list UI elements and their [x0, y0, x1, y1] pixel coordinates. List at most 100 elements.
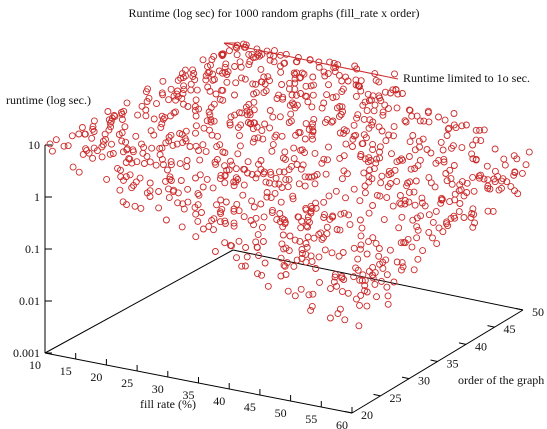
- data-point: [187, 80, 195, 88]
- data-point: [183, 163, 191, 170]
- data-point: [489, 207, 497, 215]
- data-point: [219, 96, 227, 104]
- data-point: [210, 215, 218, 223]
- data-point: [411, 146, 419, 154]
- data-point: [206, 87, 214, 95]
- data-point: [208, 131, 216, 139]
- data-point: [450, 162, 458, 169]
- data-point: [259, 238, 267, 245]
- annotation-arrow: [223, 42, 399, 80]
- data-point: [455, 208, 463, 216]
- data-point: [468, 210, 476, 217]
- data-point: [290, 69, 298, 77]
- data-point: [130, 181, 137, 189]
- data-point: [68, 132, 76, 140]
- data-point: [203, 175, 211, 183]
- data-point: [287, 117, 295, 125]
- data-point: [304, 233, 312, 241]
- data-point: [146, 193, 154, 200]
- data-point: [309, 91, 317, 99]
- data-point: [250, 90, 258, 98]
- data-point: [360, 169, 368, 177]
- data-point: [372, 239, 380, 247]
- data-point: [237, 121, 245, 129]
- data-point: [390, 278, 398, 286]
- data-point: [257, 65, 265, 73]
- data-point: [279, 231, 287, 239]
- data-point: [302, 240, 310, 247]
- data-point: [352, 92, 360, 100]
- data-point: [299, 161, 307, 169]
- data-point: [285, 166, 293, 174]
- data-point: [215, 67, 223, 75]
- data-point: [315, 63, 323, 71]
- data-point: [437, 199, 445, 207]
- data-point: [216, 141, 224, 149]
- data-point: [155, 188, 163, 195]
- data-point: [234, 176, 242, 183]
- data-point: [167, 158, 175, 166]
- data-point: [413, 234, 421, 242]
- data-point: [52, 136, 60, 144]
- data-point: [207, 104, 215, 112]
- data-point: [413, 112, 421, 120]
- y-ticks: 20 25 30 35 40 45 50: [344, 305, 544, 422]
- data-point: [221, 63, 229, 71]
- data-point: [302, 204, 310, 212]
- data-point: [404, 179, 412, 187]
- x-tick-label: 10: [29, 358, 41, 372]
- data-point: [253, 123, 261, 131]
- x-tick-label: 35: [183, 388, 195, 402]
- data-point: [510, 171, 518, 179]
- data-point: [193, 86, 201, 94]
- data-point: [167, 177, 175, 184]
- data-point: [202, 148, 210, 156]
- data-point: [390, 132, 397, 140]
- data-point: [272, 174, 280, 182]
- data-point: [356, 216, 364, 224]
- data-point: [357, 291, 365, 299]
- data-point: [318, 159, 326, 167]
- data-point: [469, 155, 477, 163]
- data-point: [379, 111, 387, 119]
- data-point: [307, 306, 315, 314]
- x-tick-label: 15: [60, 364, 72, 378]
- data-point: [379, 108, 387, 116]
- data-point: [167, 161, 175, 169]
- data-point: [306, 56, 314, 64]
- data-point: [346, 221, 354, 229]
- data-point: [273, 95, 281, 102]
- data-point: [357, 241, 365, 249]
- data-point: [402, 118, 410, 126]
- data-point: [133, 158, 141, 166]
- data-point: [261, 80, 269, 88]
- data-point: [281, 148, 289, 156]
- data-point: [254, 51, 262, 59]
- data-point: [340, 209, 348, 217]
- data-point: [483, 162, 491, 170]
- data-point: [326, 314, 334, 322]
- data-point: [405, 188, 413, 196]
- data-point: [310, 115, 318, 123]
- data-point: [227, 113, 235, 121]
- data-point: [181, 135, 189, 143]
- data-point: [440, 155, 448, 163]
- data-point: [276, 210, 284, 217]
- data-point: [217, 210, 225, 218]
- data-point: [248, 197, 256, 205]
- data-point: [338, 288, 346, 296]
- z-tick-label: 1: [34, 190, 40, 204]
- data-point: [246, 58, 254, 65]
- data-point: [252, 238, 260, 246]
- x-tick-label: 60: [336, 418, 348, 429]
- data-point: [285, 247, 293, 255]
- data-point: [165, 137, 173, 145]
- data-point: [158, 144, 166, 152]
- data-point: [423, 146, 431, 153]
- data-point: [410, 266, 418, 274]
- data-point: [295, 129, 303, 136]
- data-point: [458, 144, 466, 152]
- data-point: [101, 130, 109, 138]
- data-point: [398, 90, 406, 97]
- data-point: [241, 165, 249, 173]
